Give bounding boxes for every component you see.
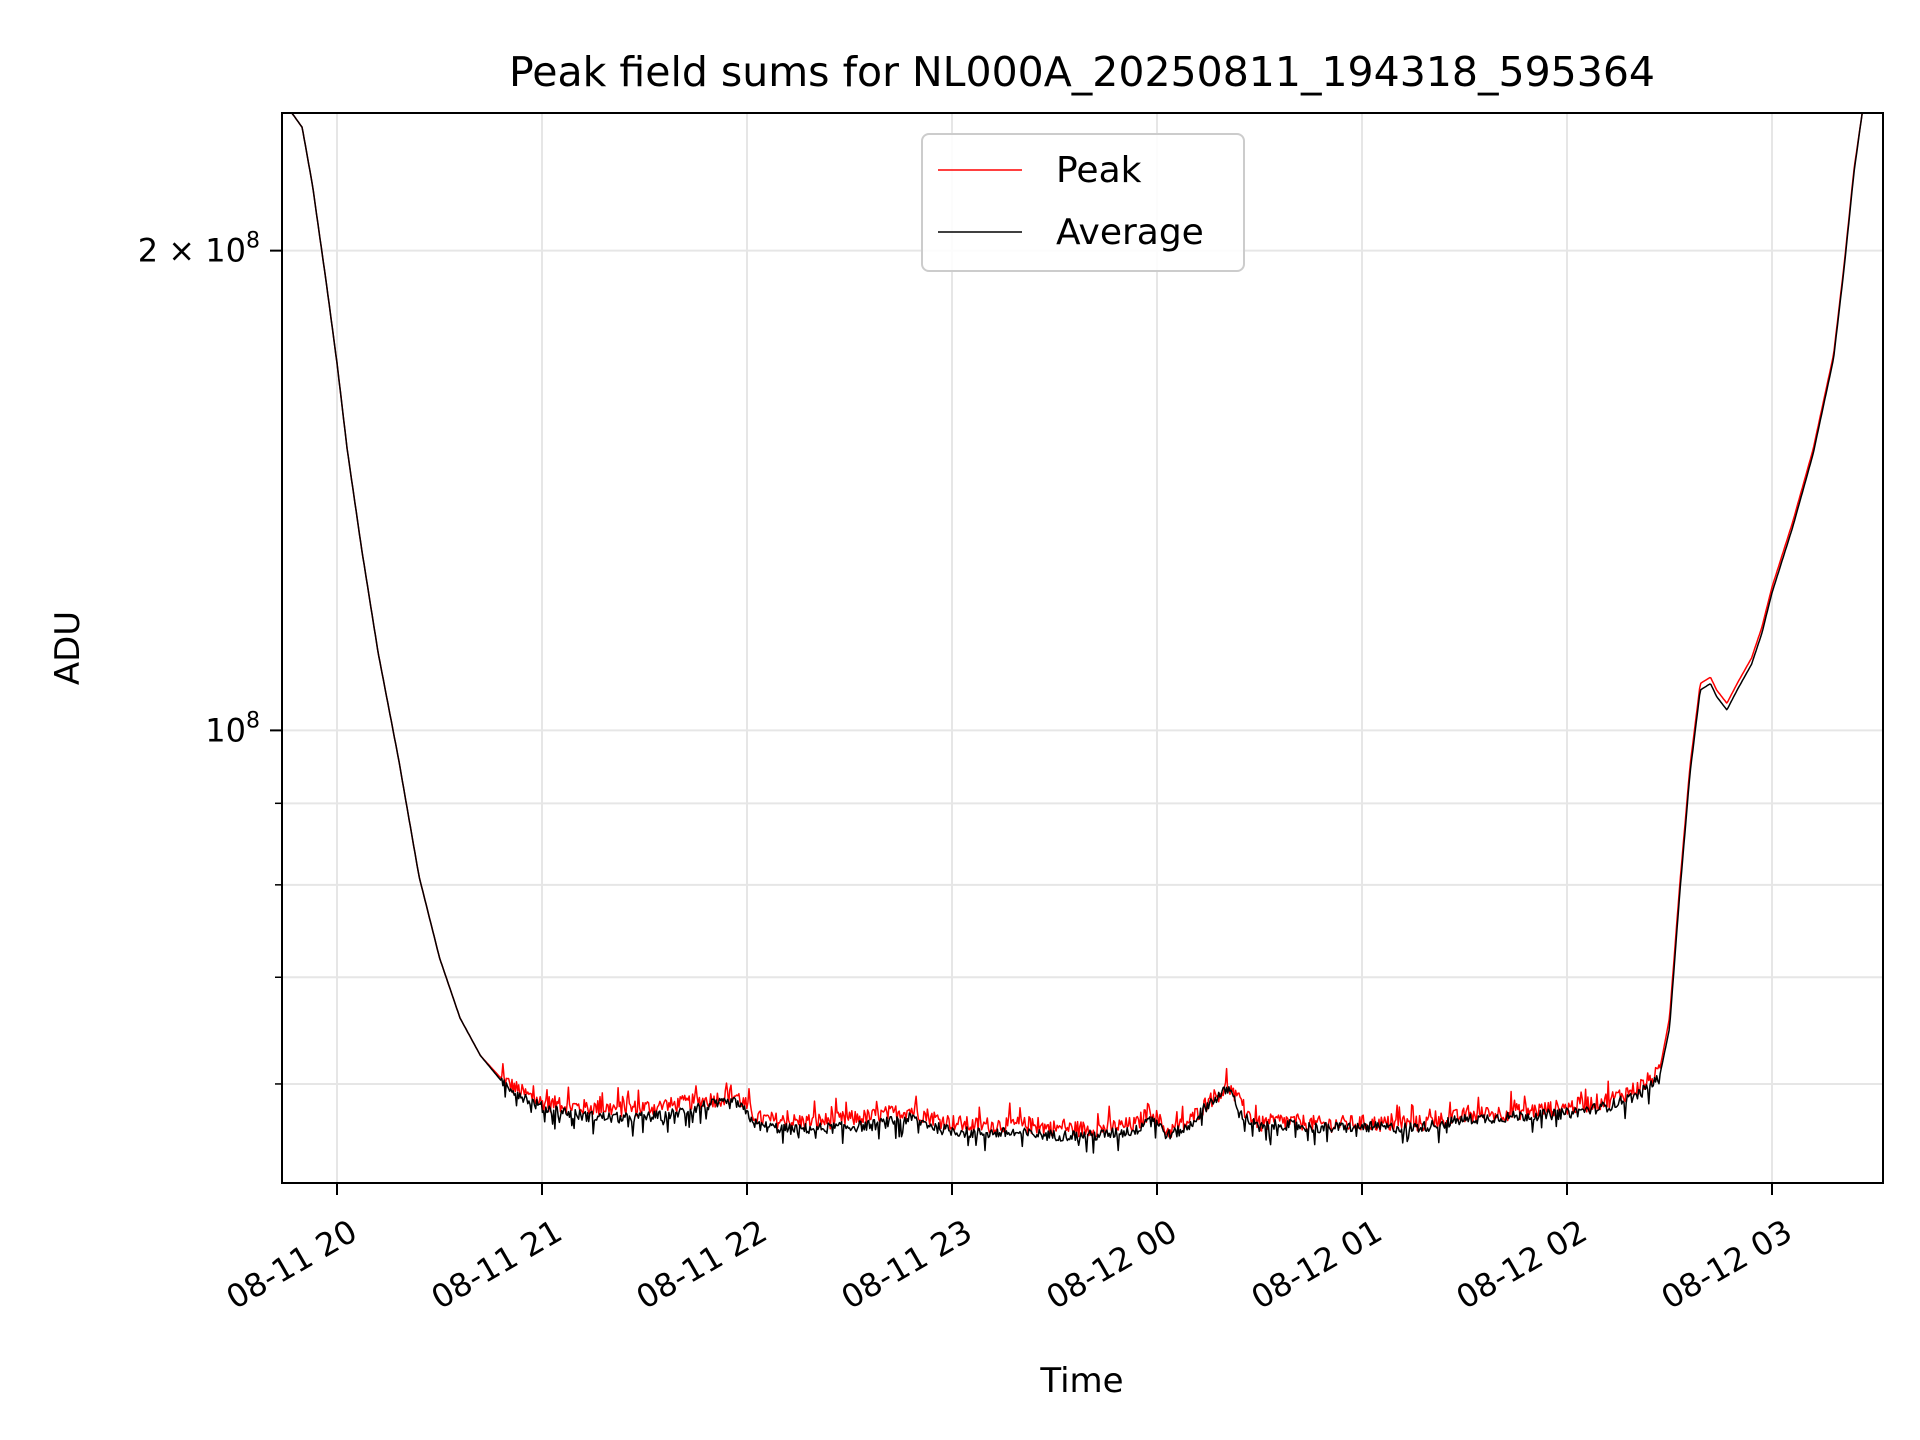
y-tick-label: 108 — [205, 708, 260, 749]
legend-label-peak: Peak — [1056, 150, 1142, 191]
chart-title: Peak field sums for NL000A_20250811_1943… — [509, 48, 1655, 96]
y-axis-label: ADU — [48, 611, 88, 685]
legend: Peak Average — [921, 133, 1245, 272]
y-tick-label: 2 × 108 — [138, 229, 260, 270]
plot-area-frame — [281, 112, 1884, 1184]
grid — [282, 113, 1883, 1183]
series-line-average — [282, 113, 1863, 1154]
legend-box — [921, 133, 1245, 272]
x-axis-label: Time — [1039, 1361, 1123, 1401]
series-layer — [282, 113, 1863, 1154]
legend-label-average: Average — [1056, 212, 1204, 253]
